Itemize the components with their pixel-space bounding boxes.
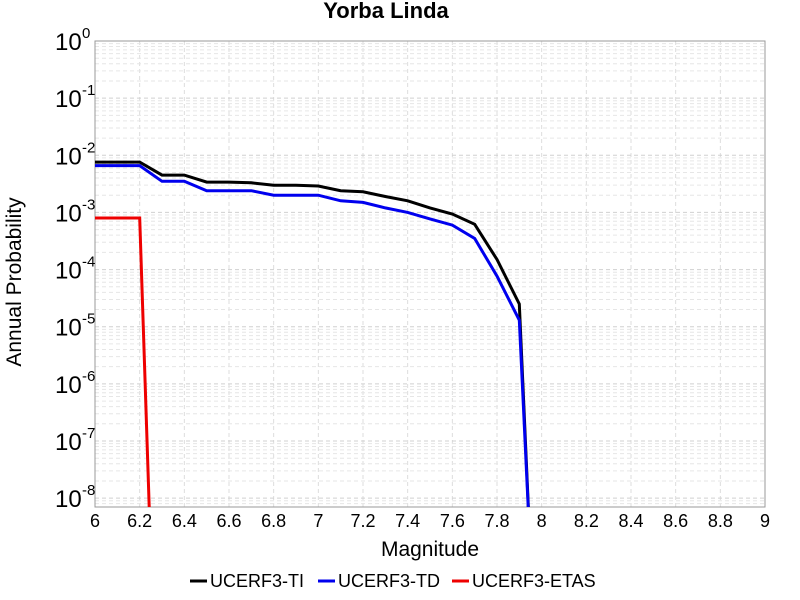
plot-area-frame <box>94 40 766 508</box>
series-line-ucerf3-td <box>95 164 530 507</box>
y-tick-label: 10 -3 <box>55 196 95 227</box>
x-tick-label: 6.6 <box>216 511 241 531</box>
x-axis-ticks: 6 6.2 6.4 6.6 6.8 7 7.2 7.4 7.6 7.8 8 8.2 8.4 8.6 8.8 9 <box>90 511 770 531</box>
y-tick-base: 10 <box>55 258 82 285</box>
y-tick-label: 10 -8 <box>55 482 95 513</box>
x-tick-label: 8 <box>537 511 547 531</box>
x-tick-label: 7.2 <box>350 511 375 531</box>
series <box>95 160 530 507</box>
y-tick-label: 10 -2 <box>55 139 95 170</box>
legend-label: UCERF3-ETAS <box>472 571 596 591</box>
x-tick-label: 8.6 <box>663 511 688 531</box>
y-tick-label: 10 -1 <box>55 82 95 113</box>
x-tick-label: 9 <box>760 511 770 531</box>
y-tick-exponent: -8 <box>82 482 95 499</box>
y-tick-exponent: -7 <box>82 425 95 442</box>
y-tick-base: 10 <box>55 429 82 456</box>
y-tick-exponent: -5 <box>82 311 95 328</box>
series-line-ucerf3-ti <box>95 160 530 507</box>
y-tick-base: 10 <box>55 372 82 399</box>
chart-title: Yorba Linda <box>323 0 449 23</box>
series-line-ucerf3-etas <box>95 216 151 507</box>
x-tick-label: 6 <box>90 511 100 531</box>
y-tick-base: 10 <box>55 315 82 342</box>
y-tick-base: 10 <box>55 486 82 513</box>
legend: UCERF3-TI UCERF3-TD UCERF3-ETAS <box>190 571 596 591</box>
x-tick-label: 6.4 <box>172 511 197 531</box>
x-tick-label: 7.6 <box>440 511 465 531</box>
y-tick-exponent: -2 <box>82 139 95 156</box>
grid <box>94 40 766 508</box>
y-tick-exponent: -3 <box>82 196 95 213</box>
y-tick-label: 10 -5 <box>55 311 95 342</box>
x-tick-label: 8.4 <box>618 511 643 531</box>
y-tick-label: 10 -6 <box>55 368 95 399</box>
y-tick-base: 10 <box>55 29 82 56</box>
x-tick-label: 8.2 <box>574 511 599 531</box>
y-tick-exponent: -1 <box>82 82 95 99</box>
y-tick-base: 10 <box>55 200 82 227</box>
x-tick-label: 8.8 <box>708 511 733 531</box>
y-tick-label: 10 -7 <box>55 425 95 456</box>
legend-label: UCERF3-TI <box>210 571 304 591</box>
x-axis-label: Magnitude <box>381 538 479 561</box>
legend-label: UCERF3-TD <box>338 571 440 591</box>
y-tick-label: 10 0 <box>55 25 90 56</box>
y-tick-exponent: -6 <box>82 368 95 385</box>
y-axis-label: Annual Probability <box>3 197 26 367</box>
y-tick-base: 10 <box>55 143 82 170</box>
x-tick-label: 6.8 <box>261 511 286 531</box>
x-tick-label: 6.2 <box>127 511 152 531</box>
y-tick-base: 10 <box>55 86 82 113</box>
y-tick-label: 10 -4 <box>55 254 95 285</box>
y-tick-exponent: 0 <box>82 25 90 42</box>
x-tick-label: 7.8 <box>484 511 509 531</box>
x-tick-label: 7 <box>313 511 323 531</box>
x-tick-label: 7.4 <box>395 511 420 531</box>
y-tick-exponent: -4 <box>82 254 95 271</box>
